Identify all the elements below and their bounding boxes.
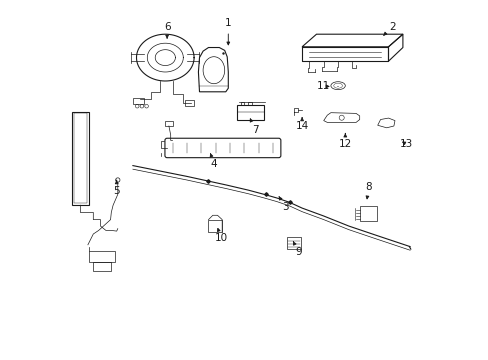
Text: 3: 3	[279, 197, 288, 212]
Bar	[133, 98, 143, 104]
Text: 2: 2	[383, 22, 395, 35]
Text: 7: 7	[250, 119, 258, 135]
Text: 12: 12	[338, 134, 351, 149]
Bar	[208, 220, 222, 232]
Bar	[89, 251, 115, 262]
Text: 13: 13	[399, 139, 412, 149]
Bar	[72, 112, 89, 205]
Text: 1: 1	[224, 18, 231, 45]
Text: 5: 5	[113, 180, 120, 196]
Text: 11: 11	[316, 81, 330, 91]
Bar	[93, 262, 110, 271]
Text: 14: 14	[295, 118, 308, 131]
Bar	[73, 113, 87, 203]
Text: 10: 10	[214, 229, 227, 243]
Bar	[286, 237, 301, 249]
Text: 4: 4	[210, 153, 217, 169]
Bar	[165, 121, 173, 126]
Bar	[237, 105, 264, 120]
Text: 9: 9	[293, 242, 301, 257]
Bar	[359, 206, 376, 221]
Text: 6: 6	[163, 22, 170, 38]
Text: 8: 8	[365, 182, 371, 199]
Bar	[185, 100, 194, 106]
